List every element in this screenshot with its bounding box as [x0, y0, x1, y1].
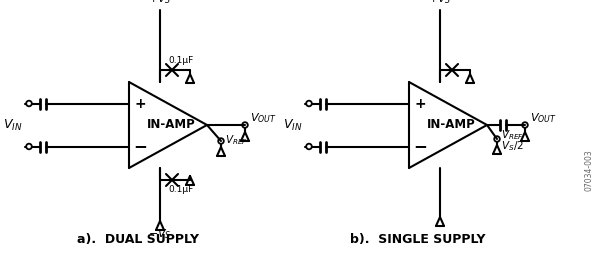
Text: 0.1µF: 0.1µF: [168, 185, 193, 194]
Text: $+V_S$: $+V_S$: [428, 0, 452, 6]
Text: +: +: [414, 96, 426, 110]
Text: $V_{REF}$: $V_{REF}$: [501, 128, 524, 142]
Text: 0.1µF: 0.1µF: [168, 56, 193, 65]
Text: $V_{IN}$: $V_{IN}$: [284, 117, 303, 133]
Text: $-V_S$: $-V_S$: [148, 227, 172, 241]
Text: IN-AMP: IN-AMP: [147, 118, 195, 132]
Text: $+V_S$: $+V_S$: [148, 0, 172, 6]
Text: $V_{REF}$: $V_{REF}$: [225, 133, 248, 147]
Text: $V_{OUT}$: $V_{OUT}$: [530, 111, 556, 125]
Text: a).  DUAL SUPPLY: a). DUAL SUPPLY: [77, 233, 199, 246]
Text: −: −: [133, 138, 147, 156]
Text: 07034-003: 07034-003: [584, 149, 593, 191]
Text: $V_S/2$: $V_S/2$: [501, 139, 524, 153]
Text: $V_{IN}$: $V_{IN}$: [3, 117, 23, 133]
Text: +: +: [134, 96, 146, 110]
Text: b).  SINGLE SUPPLY: b). SINGLE SUPPLY: [350, 233, 486, 246]
Text: −: −: [413, 138, 427, 156]
Text: $V_{OUT}$: $V_{OUT}$: [250, 111, 276, 125]
Text: IN-AMP: IN-AMP: [427, 118, 475, 132]
